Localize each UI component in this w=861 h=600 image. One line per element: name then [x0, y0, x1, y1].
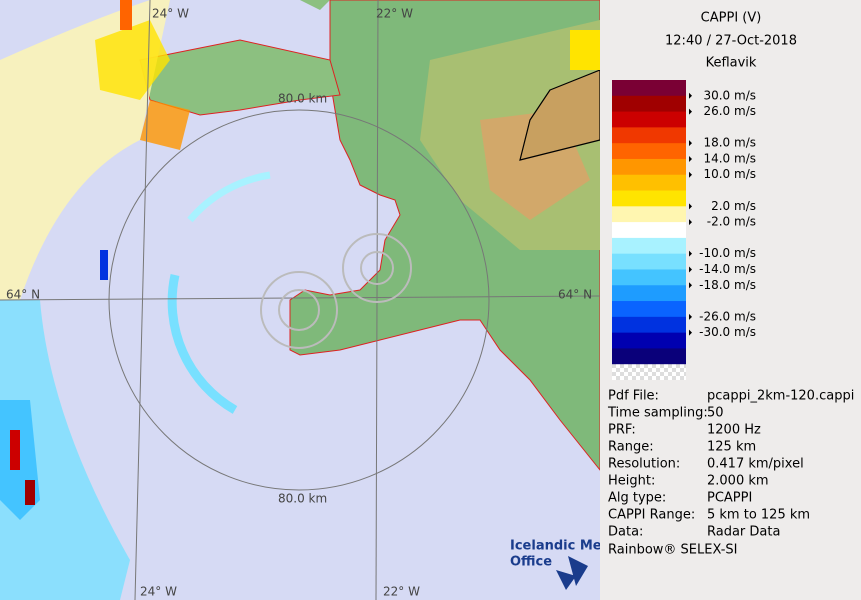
info-value: 5 km to 125 km [707, 508, 810, 523]
legend-band [612, 111, 686, 128]
legend-label: -14.0 m/s [699, 262, 756, 276]
grid-label: 24° W [140, 585, 177, 599]
legend-band [612, 222, 686, 239]
info-key: CAPPI Range: [608, 508, 695, 523]
legend-band [612, 80, 686, 97]
logo-text: Icelandic Met [510, 539, 608, 554]
legend-band [612, 332, 686, 349]
title: CAPPI (V) [701, 11, 762, 26]
grid-label: 22° W [376, 7, 413, 21]
legend-label: 18.0 m/s [703, 136, 756, 150]
legend-tick [689, 203, 692, 210]
info-key: Height: [608, 474, 655, 489]
info-value: 125 km [707, 440, 756, 455]
info-value: 50 [707, 406, 724, 421]
legend-label: 10.0 m/s [703, 167, 756, 181]
legend-label: 2.0 m/s [711, 199, 756, 213]
legend-label: -10.0 m/s [699, 246, 756, 260]
info-value: pcappi_2km-120.cappi [707, 389, 854, 404]
legend-band [612, 237, 686, 255]
legend-band [612, 158, 686, 176]
info-key: Data: [608, 525, 643, 540]
legend-band [612, 206, 686, 223]
legend-band [612, 95, 686, 113]
legend-band [612, 364, 686, 380]
legend-tick [689, 171, 692, 178]
grid-label: 64° N [558, 288, 592, 302]
legend-band [612, 301, 686, 318]
legend-tick [689, 266, 692, 273]
datetime: 12:40 / 27-Oct-2018 [665, 34, 797, 49]
legend-tick [689, 140, 692, 147]
legend: 30.0 m/s 26.0 m/s 18.0 m/s14.0 m/s 10.0 m/s… [612, 80, 756, 380]
legend-band [612, 253, 686, 270]
legend-band [612, 174, 686, 192]
info-value: PCAPPI [707, 491, 752, 506]
legend-tick [689, 250, 692, 257]
info-key: Range: [608, 440, 654, 455]
legend-tick [689, 92, 692, 99]
legend-tick [689, 282, 692, 289]
info-key: Pdf File: [608, 389, 659, 404]
legend-label: -26.0 m/s [699, 309, 756, 323]
legend-band [612, 127, 686, 144]
legend-label: 14.0 m/s [703, 151, 756, 165]
legend-label: 26.0 m/s [703, 104, 756, 118]
legend-tick [689, 155, 692, 162]
info-table: Pdf File: pcappi_2km-120.cappi Time sampli… [607, 389, 854, 540]
info-value: 1200 Hz [707, 423, 761, 438]
legend-tick [689, 219, 692, 226]
info-key: Alg type: [608, 491, 666, 506]
info-value: 0.417 km/pixel [707, 457, 804, 472]
legend-band [612, 316, 686, 334]
grid-label: 24° W [152, 7, 189, 21]
info-value: 2.000 km [707, 474, 769, 489]
legend-label: -30.0 m/s [699, 325, 756, 339]
grid-label: 22° W [383, 585, 420, 599]
legend-label: 30.0 m/s [703, 88, 756, 102]
legend-label: -2.0 m/s [707, 215, 756, 229]
legend-tick [689, 329, 692, 336]
legend-band [612, 348, 686, 365]
legend-band [612, 285, 686, 302]
info-key: PRF: [608, 423, 636, 438]
sidebar: CAPPI (V) 12:40 / 27-Oct-2018 Keflavik 3… [600, 0, 861, 600]
info-key: Time sampling: [607, 406, 708, 421]
legend-band [612, 269, 686, 286]
logo: Icelandic Met Office [510, 539, 608, 590]
info-key: Resolution: [608, 457, 680, 472]
legend-band [612, 190, 686, 207]
logo-text: Office [510, 555, 552, 570]
legend-band [612, 143, 686, 160]
legend-tick [689, 108, 692, 115]
info-value: Radar Data [707, 525, 780, 540]
grid-label: 80.0 km [278, 92, 327, 106]
legend-tick [689, 313, 692, 320]
grid-label: 80.0 km [278, 492, 327, 506]
legend-label: -18.0 m/s [699, 278, 756, 292]
site: Keflavik [706, 56, 757, 71]
footer: Rainbow® SELEX-SI [608, 543, 738, 558]
map: 24° W 22° W 80.0 km 64° N 64° N 80.0 km … [0, 0, 608, 600]
grid-label: 64° N [6, 288, 40, 302]
